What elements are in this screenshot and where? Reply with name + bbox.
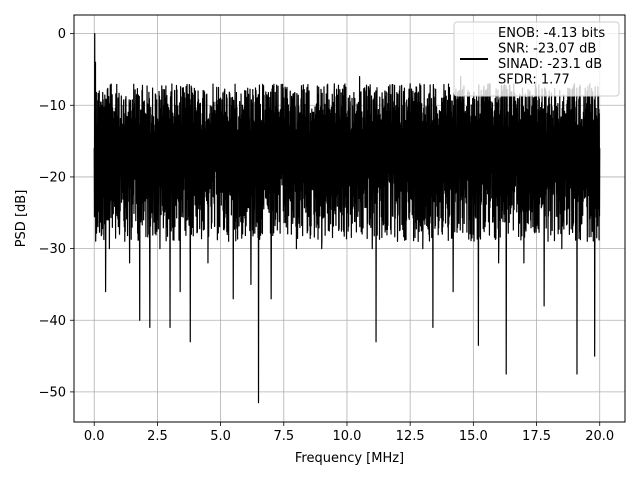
x-tick-label: 5.0 [210, 429, 231, 444]
x-tick-label: 2.5 [147, 429, 168, 444]
y-tick-label: −40 [39, 314, 66, 329]
legend-entry: SINAD: -23.1 dB [498, 57, 602, 72]
plot-frame [73, 14, 626, 423]
x-tick-label: 0.0 [84, 429, 105, 444]
y-tick-label: −50 [39, 385, 66, 400]
legend-entry: SNR: -23.07 dB [498, 42, 596, 57]
psd-trace-group [93, 33, 601, 404]
x-tick-label: 7.5 [273, 429, 294, 444]
y-tick-label: −20 [39, 170, 66, 185]
legend-entry: SFDR: 1.77 [498, 73, 570, 88]
psd-trace-line [93, 33, 601, 404]
y-tick-label: −10 [39, 99, 66, 114]
y-axis-ticks: 0 −10 −20 −30 −40 −50 [39, 27, 74, 400]
x-tick-label: 12.5 [396, 429, 425, 444]
legend-box [453, 21, 620, 97]
x-tick-label: 10.0 [332, 429, 361, 444]
x-axis-label: Frequency [MHz] [295, 451, 404, 466]
y-tick-label: −30 [39, 242, 66, 257]
x-tick-label: 17.5 [522, 429, 551, 444]
x-tick-label: 20.0 [585, 429, 614, 444]
legend-entry: ENOB: -4.13 bits [498, 26, 605, 41]
x-axis-ticks: 0.0 2.5 5.0 7.5 10.0 12.5 15.0 17.5 20.0 [84, 422, 614, 444]
x-tick-label: 15.0 [459, 429, 488, 444]
y-tick-label: 0 [58, 27, 66, 42]
y-axis-label: PSD [dB] [14, 190, 29, 248]
